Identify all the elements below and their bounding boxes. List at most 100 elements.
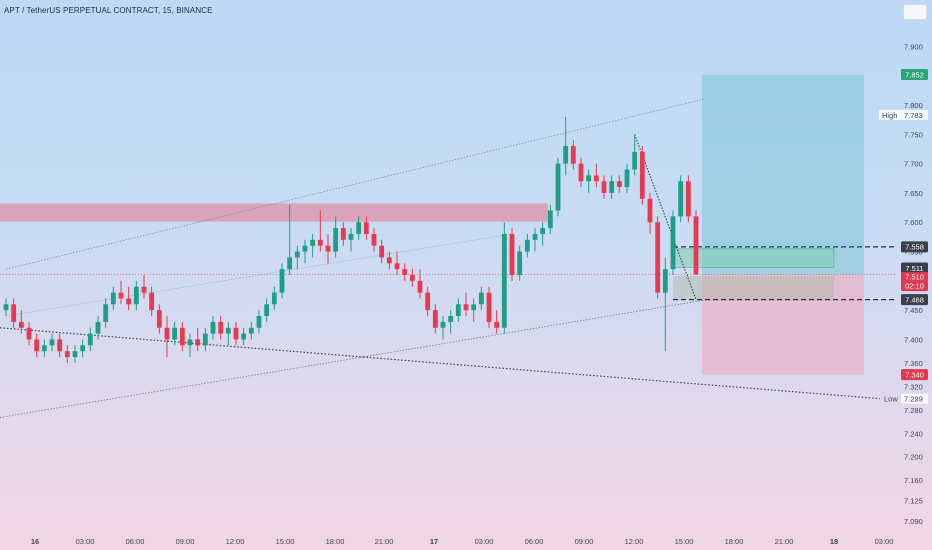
candle-body (639, 151, 645, 199)
candles (3, 116, 699, 363)
upper-level-tag-text: 7.558 (905, 243, 924, 252)
y-tick-label: 7.700 (904, 160, 923, 169)
candle-body (95, 321, 101, 334)
y-tick-label: 7.400 (904, 335, 923, 344)
upper-level-tag-bg (901, 241, 928, 253)
candle-body (202, 333, 208, 346)
candle-body (18, 321, 24, 328)
candle-body (294, 251, 300, 258)
candle-body (363, 222, 369, 234)
candle-body (310, 239, 316, 246)
low-price-label: 7.299 (904, 395, 923, 404)
candle-body (578, 163, 584, 182)
current-price-tag (901, 272, 928, 292)
candle-body (678, 181, 684, 217)
candle-body (11, 304, 17, 322)
candle-body (685, 181, 691, 217)
candle-body (64, 351, 70, 358)
candle-body (179, 327, 185, 346)
y-tick-label: 7.125 (904, 497, 923, 506)
y-tick-label: 7.900 (904, 42, 923, 51)
candle-body (233, 327, 239, 340)
x-tick-label: 12:00 (226, 537, 245, 546)
candle-body (432, 310, 438, 328)
candle-body (616, 181, 622, 188)
descending-support-line (0, 327, 881, 400)
pullback-range-box (673, 276, 834, 300)
candle-body (509, 233, 515, 275)
loss-zone (702, 275, 864, 375)
lower-level-tag: 7.468 (901, 294, 928, 306)
candle-body (103, 304, 109, 322)
candle-body (624, 169, 630, 188)
y-tick-label: 7.160 (904, 476, 923, 485)
candle-body (425, 292, 431, 311)
candle-body (325, 245, 331, 252)
candle-body (417, 280, 423, 293)
x-tick-label: 18 (830, 537, 838, 546)
candle-body (187, 339, 193, 346)
candle-body (164, 327, 170, 340)
mid-channel-line (5, 233, 513, 317)
candle-body (463, 304, 469, 311)
y-tick-label: 7.090 (904, 517, 923, 526)
candle-body (3, 304, 9, 311)
candle-body (87, 333, 93, 346)
target-price-tag: 7.852 (901, 69, 928, 81)
candle-body (670, 216, 676, 270)
candle-body (248, 327, 254, 334)
x-tick-label: 18:00 (725, 537, 744, 546)
candle-body (494, 321, 500, 328)
candle-body (210, 321, 216, 334)
candle-body (532, 233, 538, 240)
candle-body (547, 210, 553, 229)
candle-body (356, 222, 362, 234)
candle-body (118, 292, 124, 299)
candle-body (662, 269, 668, 293)
candle-body (440, 321, 446, 328)
candle-body (279, 269, 285, 293)
upper-trendline (5, 98, 704, 270)
candle-body (287, 257, 293, 270)
y-tick-label: 7.800 (904, 101, 923, 110)
x-tick-label: 18:00 (326, 537, 345, 546)
profit-zone (702, 74, 864, 275)
x-tick-label: 03:00 (475, 537, 494, 546)
candle-body (57, 339, 63, 352)
candle-body (379, 245, 385, 258)
lower-level-tag-text: 7.468 (905, 295, 924, 304)
candle-body (586, 175, 592, 182)
candle-body (34, 339, 40, 352)
low-price-bg (901, 393, 928, 404)
high-text-bg (879, 109, 901, 120)
high-price-label: 7.783 (904, 111, 923, 120)
x-tick-label: 17 (430, 537, 438, 546)
candle-body (402, 269, 408, 275)
last-price-tag: 7.511 (901, 262, 928, 274)
candle-body (72, 351, 78, 358)
chart-menu-button[interactable] (903, 4, 927, 20)
x-tick-label: 06:00 (126, 537, 145, 546)
candle-body (455, 304, 461, 317)
x-tick-label: 03:00 (875, 537, 894, 546)
candle-body (501, 233, 507, 328)
candle-body (371, 233, 377, 246)
candle-body (655, 222, 661, 293)
candle-body (609, 181, 615, 193)
candle-body (110, 292, 116, 305)
lower-trendline (0, 299, 704, 418)
candle-body (256, 316, 262, 328)
stop-price-tag-text: 7.340 (905, 370, 924, 379)
candle-body (49, 339, 55, 346)
candle-body (601, 181, 607, 193)
candle-body (348, 233, 354, 240)
y-tick-label: 7.320 (904, 382, 923, 391)
candle-body (302, 245, 308, 252)
x-tick-label: 09:00 (575, 537, 594, 546)
candle-body (540, 228, 546, 234)
candle-body (126, 298, 132, 305)
candle-body (156, 310, 162, 328)
x-tick-label: 06:00 (525, 537, 544, 546)
